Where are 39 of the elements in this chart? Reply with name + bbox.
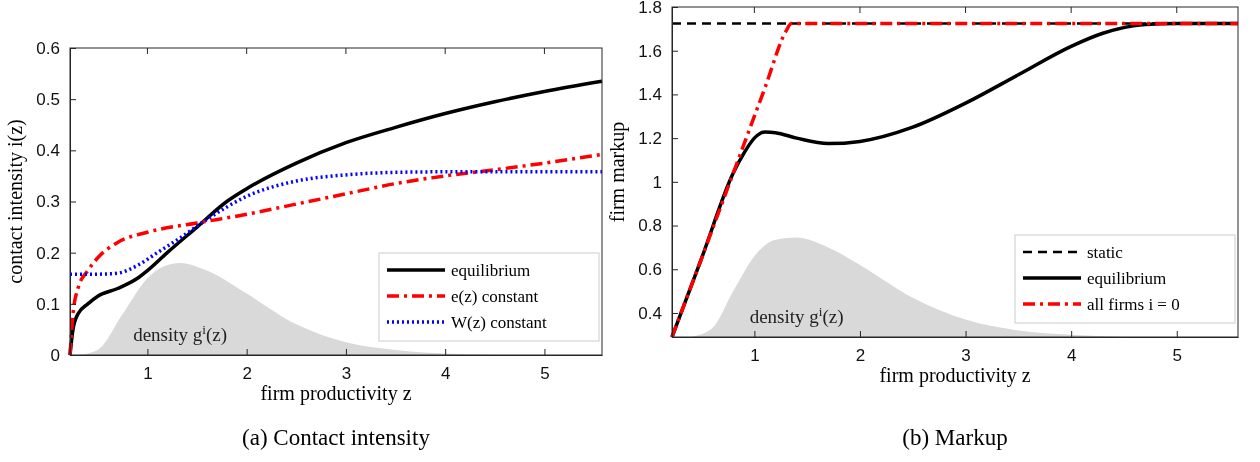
y-tick-label: 0 xyxy=(50,345,60,365)
y-tick-label: 1.6 xyxy=(638,41,662,61)
x-tick-label: 2 xyxy=(855,346,866,366)
y-tick-label: 0.2 xyxy=(36,243,60,263)
y-tick-label: 0.6 xyxy=(638,260,662,280)
x-tick-label: 3 xyxy=(341,364,352,384)
x-axis-title: firm productivity z xyxy=(260,382,412,405)
y-tick-label: 1.2 xyxy=(638,129,662,149)
y-tick-label: 1.4 xyxy=(638,85,662,105)
x-tick-label: 1 xyxy=(750,346,760,366)
x-tick-label: 4 xyxy=(1066,346,1077,366)
x-tick-label: 1 xyxy=(143,364,153,384)
y-tick-label: 0.4 xyxy=(36,141,60,161)
y-tick-label: 0.4 xyxy=(638,303,662,323)
legend-label: all firms i = 0 xyxy=(1087,295,1180,314)
y-tick-label: 0.3 xyxy=(36,192,60,212)
y-tick-label: 1.8 xyxy=(638,0,662,17)
y-tick-label: 0.8 xyxy=(638,216,662,236)
text: (a) Contact intensity xyxy=(242,425,431,450)
x-tick-label: 2 xyxy=(242,364,252,384)
x-tick-label: 4 xyxy=(440,364,451,384)
y-tick-label: 1 xyxy=(652,172,662,192)
y-tick-label: 0.1 xyxy=(36,294,60,314)
legend-label: equilibrium xyxy=(1087,269,1167,288)
y-tick-label: 0.5 xyxy=(36,90,60,110)
x-tick-label: 5 xyxy=(1172,346,1182,366)
series-label: density g$^{i}$(z) xyxy=(133,321,228,346)
series-label: density g$^{i}$(z) xyxy=(749,303,844,328)
y-tick-label: 0.6 xyxy=(36,38,60,58)
y-axis-title: contact intensity i(z) xyxy=(4,119,27,284)
x-axis-title: firm productivity z xyxy=(879,364,1031,387)
legend-label: static xyxy=(1087,243,1124,262)
legend-label: e(z) constant xyxy=(451,287,539,306)
x-tick-label: 5 xyxy=(540,364,550,384)
legend-label: equilibrium xyxy=(451,261,531,280)
legend-label: W(z) constant xyxy=(451,313,548,332)
y-axis-title: firm markup xyxy=(606,121,629,223)
x-tick-label: 3 xyxy=(961,346,971,366)
text: (b) Markup xyxy=(902,425,1008,450)
